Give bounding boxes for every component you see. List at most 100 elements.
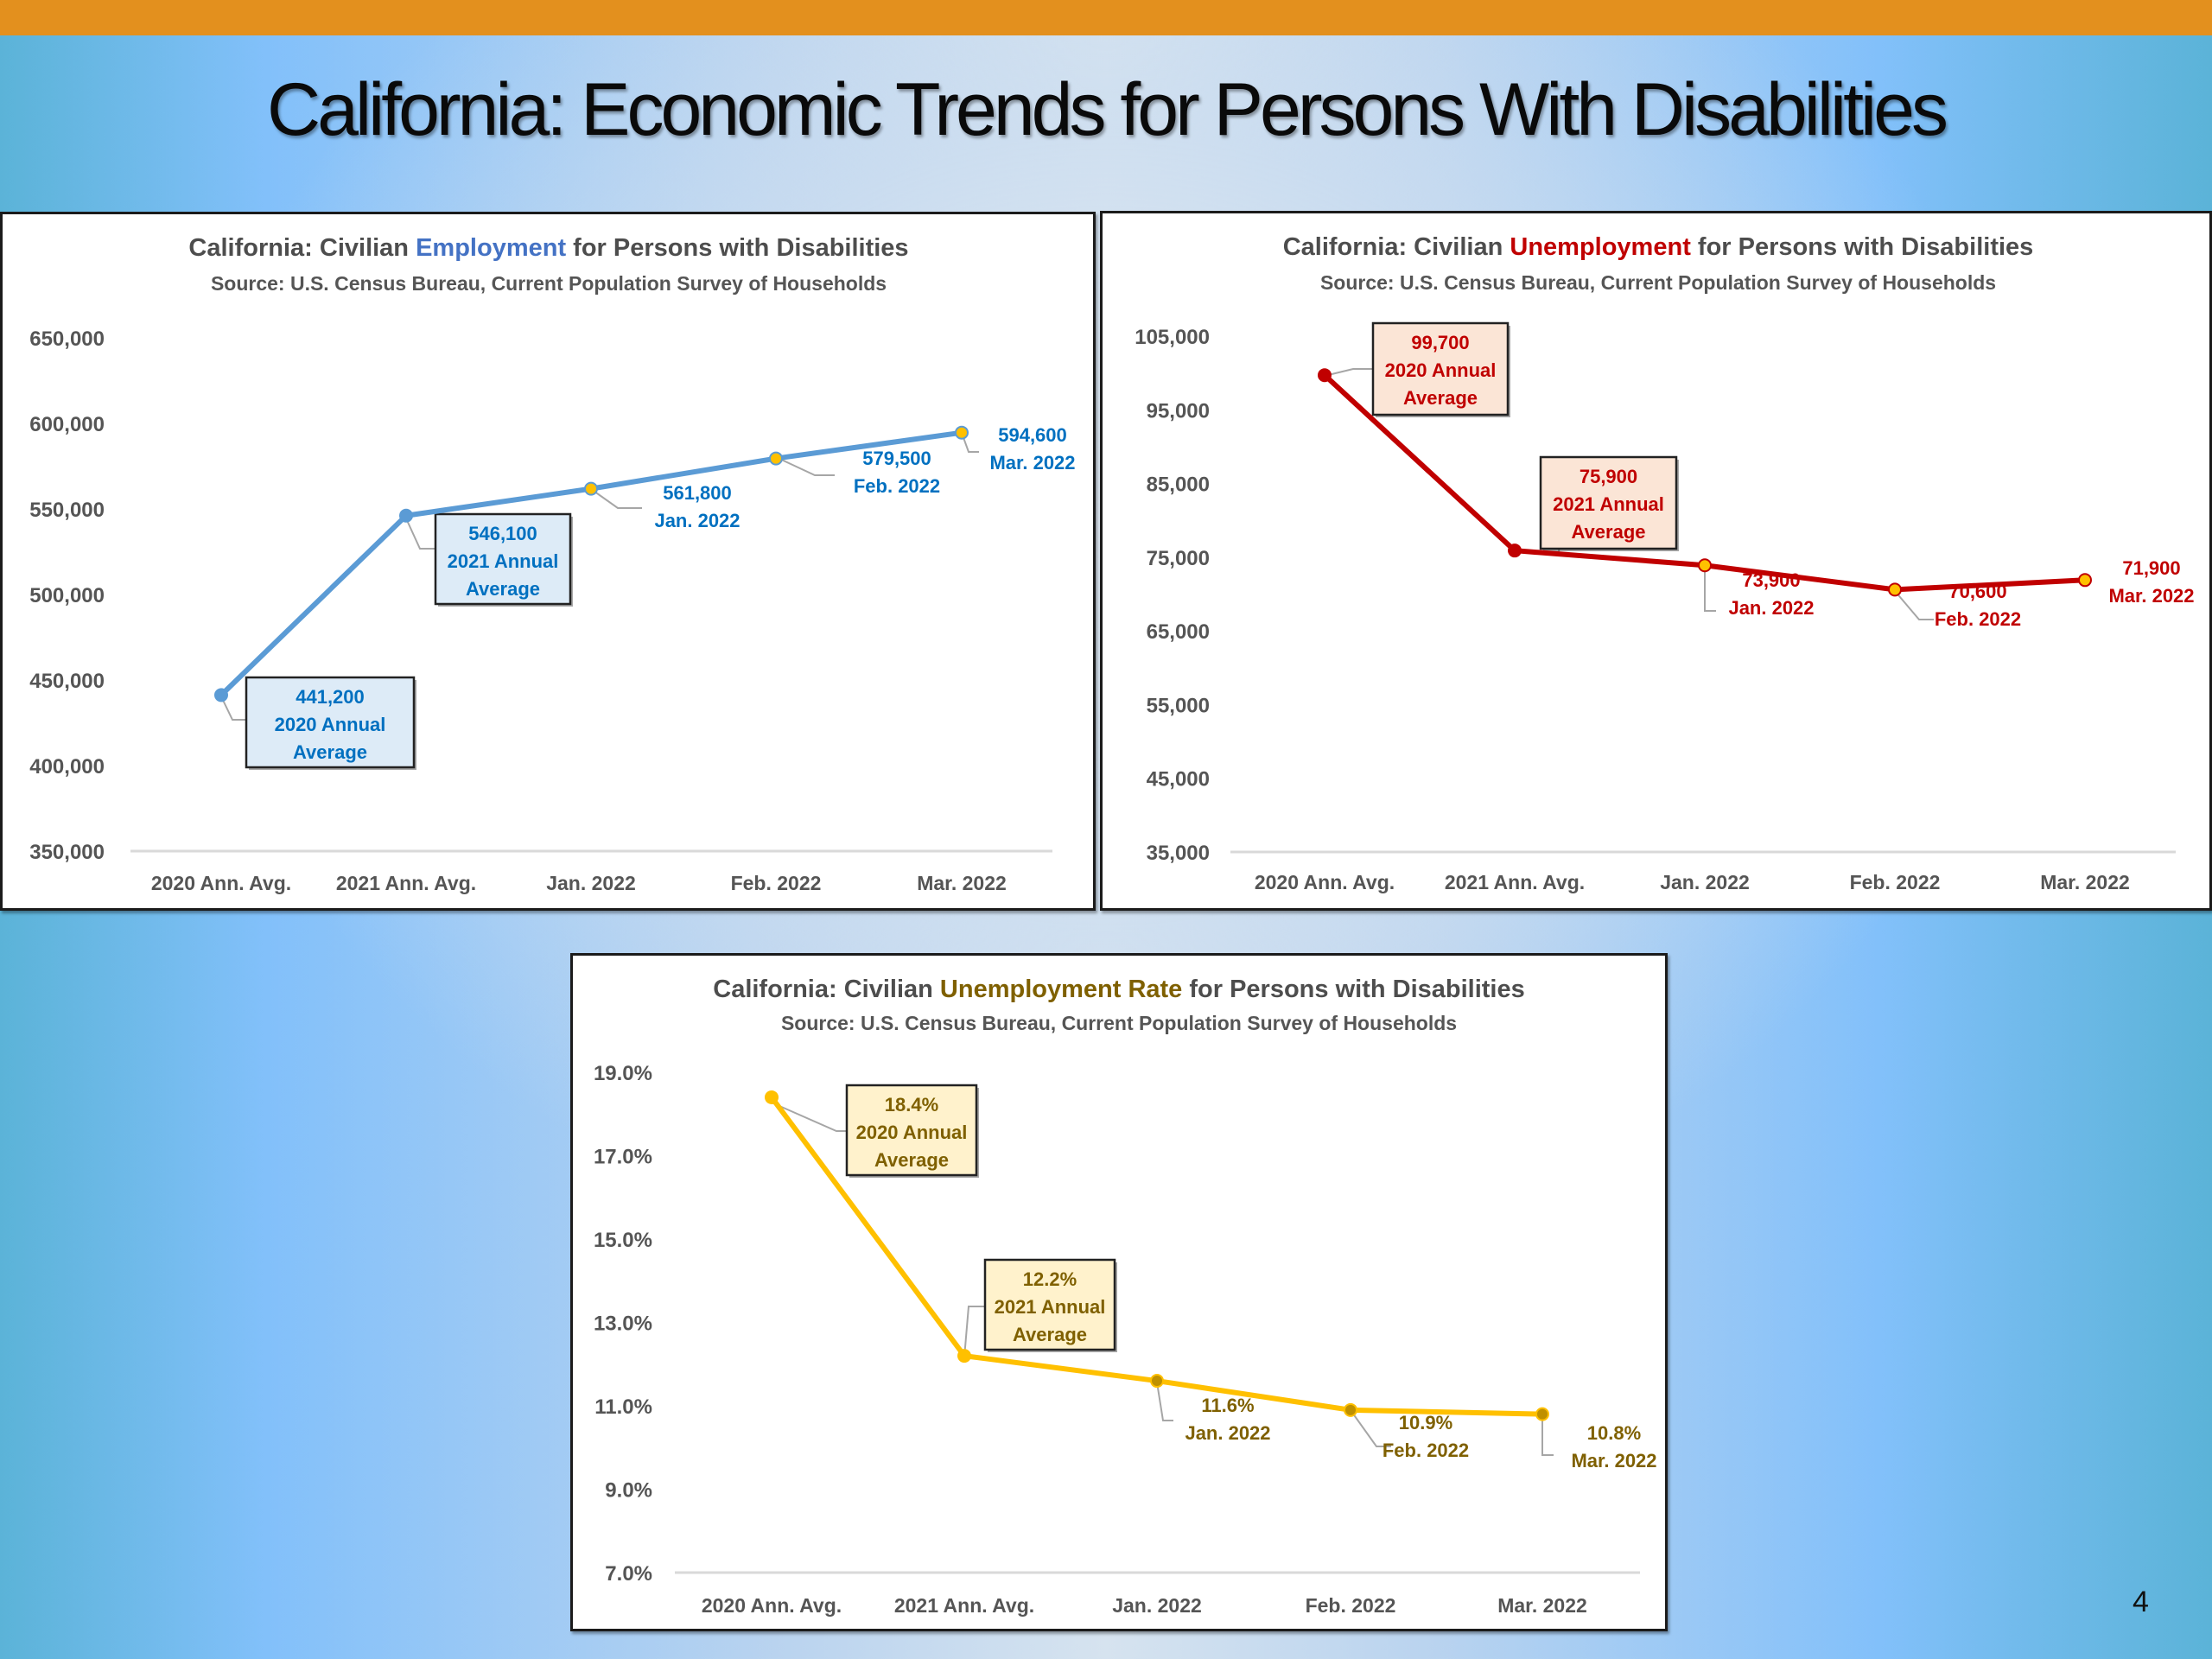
data-label-caption: Mar. 2022 bbox=[2108, 585, 2194, 607]
chart-title-part: for Persons with Disabilities bbox=[566, 234, 908, 262]
y-tick-label: 15.0% bbox=[594, 1229, 652, 1252]
data-label: 546,100 2021 Annual Average bbox=[448, 523, 559, 600]
data-label-value: 10.8% bbox=[1587, 1422, 1641, 1444]
data-label-caption: Average bbox=[1013, 1324, 1087, 1345]
data-label-caption: Average bbox=[293, 741, 367, 763]
data-label-box bbox=[983, 1258, 1116, 1351]
data-label-leader-line bbox=[961, 432, 979, 453]
data-label: 10.9% Feb. 2022 bbox=[1382, 1412, 1469, 1461]
data-label: 71,900 Mar. 2022 bbox=[2108, 557, 2194, 607]
page-number: 4 bbox=[2133, 1586, 2149, 1618]
data-label: 11.6% Jan. 2022 bbox=[1185, 1395, 1270, 1444]
data-label: 561,800 Jan. 2022 bbox=[654, 482, 740, 531]
data-label-caption: Average bbox=[466, 578, 540, 600]
data-label-caption: 2021 Annual bbox=[1553, 493, 1664, 515]
chart-title-part: for Persons with Disabilities bbox=[1182, 976, 1524, 1003]
data-label-value: 71,900 bbox=[2122, 557, 2180, 579]
x-tick-label: Mar. 2022 bbox=[917, 872, 1007, 894]
chart-subtitle: Source: U.S. Census Bureau, Current Popu… bbox=[1320, 271, 1996, 294]
y-tick-label: 550,000 bbox=[29, 499, 105, 522]
data-label-value: 11.6% bbox=[1201, 1395, 1254, 1416]
data-label-caption: Feb. 2022 bbox=[1935, 608, 2021, 630]
chart-title-part: California: Civilian bbox=[713, 976, 940, 1003]
data-label-value: 441,200 bbox=[296, 686, 365, 708]
chart-subtitle: Source: U.S. Census Bureau, Current Popu… bbox=[211, 272, 887, 295]
data-label-value: 10.9% bbox=[1399, 1412, 1452, 1433]
data-label: 594,600 Mar. 2022 bbox=[989, 424, 1075, 474]
x-tick-label: 2020 Ann. Avg. bbox=[702, 1594, 842, 1617]
data-point-marker bbox=[214, 688, 228, 702]
chart-title: California: Civilian Unemployment Rate f… bbox=[713, 976, 1525, 1003]
data-label: 579,500 Feb. 2022 bbox=[854, 448, 940, 497]
data-label-box bbox=[1371, 321, 1510, 416]
data-point-marker bbox=[765, 1090, 779, 1104]
x-tick-label: 2020 Ann. Avg. bbox=[151, 872, 291, 894]
y-tick-label: 500,000 bbox=[29, 584, 105, 607]
data-label-box bbox=[1539, 455, 1678, 550]
chart-title: California: Civilian Employment for Pers… bbox=[188, 234, 908, 262]
data-label: 70,600 Feb. 2022 bbox=[1935, 581, 2021, 630]
data-label-caption: Average bbox=[874, 1149, 949, 1171]
data-label-leader-line bbox=[963, 1306, 985, 1358]
data-label-value: 99,700 bbox=[1411, 332, 1469, 353]
data-point-marker bbox=[1888, 582, 1902, 597]
data-label-caption: Feb. 2022 bbox=[854, 475, 940, 497]
data-point-marker bbox=[1150, 1374, 1164, 1389]
chart-title-highlight: Employment bbox=[416, 234, 566, 262]
unemployment-chart: California: Civilian Unemployment for Pe… bbox=[1135, 233, 2194, 893]
data-point-marker bbox=[957, 1349, 971, 1363]
y-tick-label: 9.0% bbox=[605, 1479, 652, 1503]
chart-title: California: Civilian Unemployment for Pe… bbox=[1283, 233, 2034, 261]
data-point-marker bbox=[1535, 1407, 1549, 1421]
data-label: 75,900 2021 Annual Average bbox=[1553, 466, 1664, 543]
data-point-marker bbox=[1318, 368, 1332, 383]
x-tick-label: Jan. 2022 bbox=[1112, 1594, 1202, 1617]
employment-chart: California: Civilian Employment for Pers… bbox=[29, 234, 1075, 894]
data-label-caption: 2021 Annual bbox=[995, 1296, 1106, 1318]
data-label-caption: Jan. 2022 bbox=[1728, 597, 1814, 619]
data-label-caption: Jan. 2022 bbox=[1185, 1422, 1270, 1444]
x-tick-label: Jan. 2022 bbox=[546, 872, 636, 894]
y-tick-label: 650,000 bbox=[29, 327, 105, 351]
data-label: 12.2% 2021 Annual Average bbox=[995, 1268, 1106, 1345]
data-label-box bbox=[845, 1084, 978, 1177]
data-label-value: 18.4% bbox=[885, 1094, 938, 1116]
data-label-leader-line bbox=[1156, 1382, 1173, 1421]
unemployment-rate-chart: California: Civilian Unemployment Rate f… bbox=[594, 976, 1657, 1617]
y-tick-label: 11.0% bbox=[594, 1395, 652, 1419]
y-tick-label: 350,000 bbox=[29, 841, 105, 864]
y-tick-label: 450,000 bbox=[29, 670, 105, 693]
x-tick-label: Mar. 2022 bbox=[2040, 871, 2130, 893]
x-tick-label: Feb. 2022 bbox=[731, 872, 822, 894]
data-label-value: 579,500 bbox=[862, 448, 931, 469]
data-label-value: 594,600 bbox=[998, 424, 1067, 446]
x-tick-label: 2021 Ann. Avg. bbox=[336, 872, 476, 894]
data-label-caption: Jan. 2022 bbox=[654, 510, 740, 531]
data-point-marker bbox=[1344, 1402, 1357, 1417]
x-tick-label: 2021 Ann. Avg. bbox=[1445, 871, 1585, 893]
y-tick-label: 95,000 bbox=[1147, 399, 1210, 423]
data-label-box bbox=[434, 512, 572, 606]
data-label-leader-line bbox=[1324, 368, 1373, 377]
data-label-value: 12.2% bbox=[1023, 1268, 1077, 1290]
x-tick-label: Feb. 2022 bbox=[1306, 1594, 1396, 1617]
accent-bar bbox=[0, 0, 2212, 35]
y-tick-label: 19.0% bbox=[594, 1062, 652, 1085]
data-label-leader-line bbox=[1894, 590, 1934, 620]
data-label-leader-line bbox=[775, 456, 835, 476]
data-label-caption: 2021 Annual bbox=[448, 550, 559, 572]
chart-subtitle: Source: U.S. Census Bureau, Current Popu… bbox=[781, 1012, 1457, 1034]
slide-title: California: Economic Trends for Persons … bbox=[267, 68, 1948, 151]
data-label-caption: Average bbox=[1403, 387, 1478, 409]
chart-title-part: California: Civilian bbox=[1283, 233, 1510, 261]
y-tick-label: 35,000 bbox=[1147, 842, 1210, 865]
employment-chart-panel: California: Civilian Employment for Pers… bbox=[0, 212, 1096, 911]
y-tick-label: 105,000 bbox=[1135, 326, 1210, 349]
series-line bbox=[219, 429, 963, 697]
data-point-marker bbox=[1508, 543, 1522, 558]
data-label-leader-line bbox=[1350, 1409, 1391, 1447]
data-label-caption: Feb. 2022 bbox=[1382, 1440, 1469, 1461]
data-label-leader-line bbox=[590, 488, 642, 509]
y-tick-label: 85,000 bbox=[1147, 474, 1210, 497]
y-tick-label: 75,000 bbox=[1147, 547, 1210, 570]
